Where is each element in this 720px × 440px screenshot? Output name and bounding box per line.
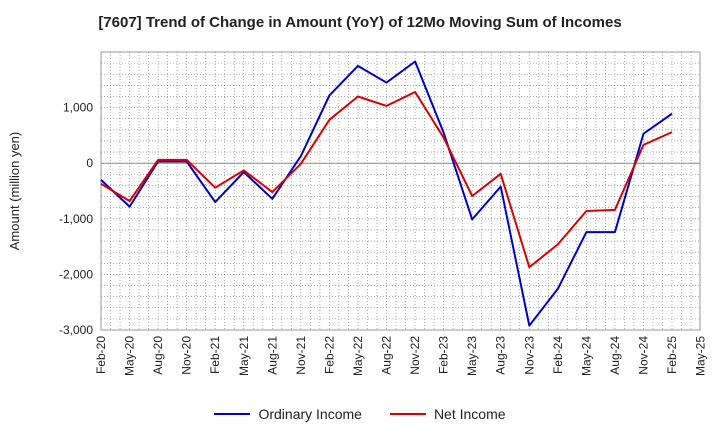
x-tick-label: Feb-21 xyxy=(208,336,222,374)
y-tick-label: -3,000 xyxy=(59,323,93,337)
y-tick-label: 1,000 xyxy=(63,101,93,115)
x-tick-label: Feb-25 xyxy=(665,336,679,374)
x-tick-label: Nov-23 xyxy=(522,336,536,375)
chart-title: [7607] Trend of Change in Amount (YoY) o… xyxy=(98,14,622,31)
x-tick-label: Aug-21 xyxy=(265,336,279,375)
ordinary-income-line xyxy=(100,60,673,327)
x-tick-label: May-24 xyxy=(579,336,593,376)
x-tick-label: May-22 xyxy=(351,336,365,376)
legend: Ordinary Income Net Income xyxy=(0,406,720,422)
y-axis-label: Amount (million yen) xyxy=(7,132,22,251)
legend-label: Net Income xyxy=(433,406,506,422)
legend-swatch xyxy=(214,413,251,415)
net-income-line xyxy=(100,91,673,269)
x-tick-label: May-23 xyxy=(465,336,479,376)
x-tick-label: Feb-24 xyxy=(551,336,565,374)
plot-area xyxy=(100,51,701,331)
legend-item-ordinary-income: Ordinary Income xyxy=(214,406,362,422)
x-tick-label: Aug-24 xyxy=(608,336,622,375)
x-tick-label: Nov-20 xyxy=(180,336,194,375)
legend-item-net-income: Net Income xyxy=(389,406,506,422)
x-tick-label: May-21 xyxy=(237,336,251,376)
x-tick-label: May-25 xyxy=(694,336,708,376)
x-tick-label: Aug-23 xyxy=(494,336,508,375)
series-lines xyxy=(100,60,673,327)
grid xyxy=(100,51,701,331)
x-tick-label: May-20 xyxy=(123,336,137,376)
x-tick-label: Feb-20 xyxy=(94,336,108,374)
x-tick-label: Nov-22 xyxy=(408,336,422,375)
x-tick-label: Nov-24 xyxy=(636,336,650,375)
x-tick-label: Aug-20 xyxy=(151,336,165,375)
x-tick-label: Aug-22 xyxy=(380,336,394,375)
x-tick-label: Nov-21 xyxy=(294,336,308,375)
legend-label: Ordinary Income xyxy=(258,406,362,422)
x-tick-label: Feb-22 xyxy=(322,336,336,374)
y-tick-label: -1,000 xyxy=(59,212,93,226)
y-tick-label: 0 xyxy=(86,156,93,170)
x-tick-label: Feb-23 xyxy=(437,336,451,374)
y-tick-label: -2,000 xyxy=(59,267,93,281)
legend-swatch xyxy=(389,413,426,415)
